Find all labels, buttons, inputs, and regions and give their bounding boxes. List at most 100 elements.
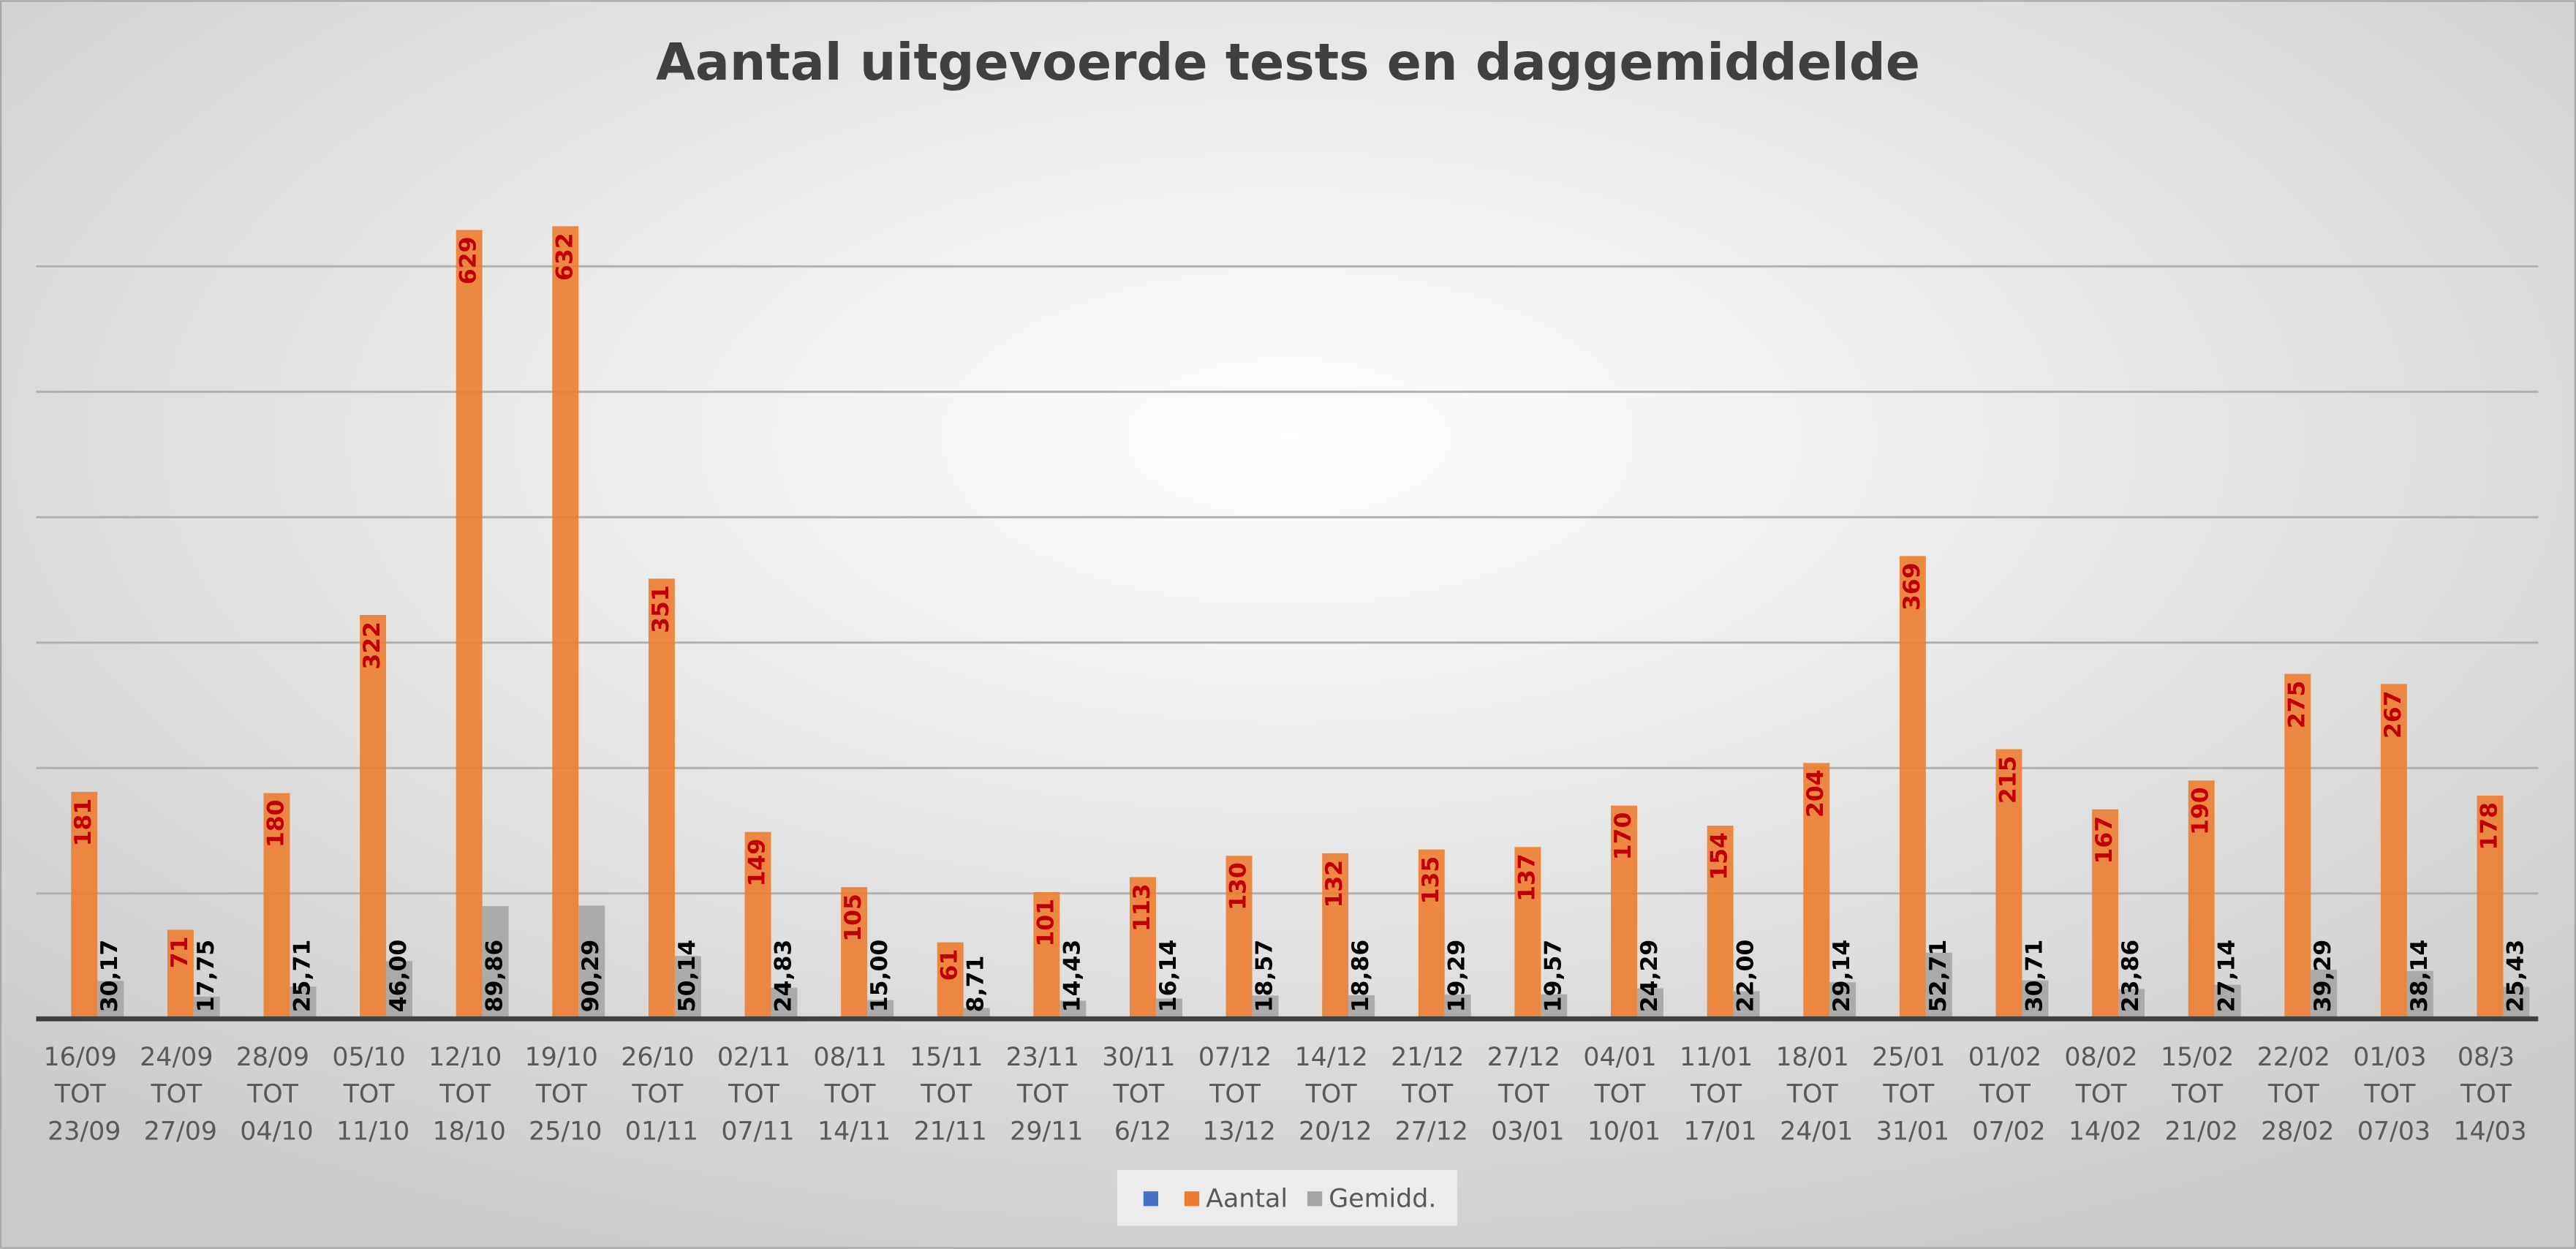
x-tick-label: 30/11 TOT 6/12 <box>1102 1043 1183 1146</box>
data-label: 18,57 <box>1252 940 1278 1012</box>
data-label: 25,71 <box>289 940 315 1012</box>
data-label: 632 <box>551 233 578 281</box>
data-label: 25,43 <box>2502 940 2528 1012</box>
x-tick-label: 07/12 TOT 13/12 <box>1198 1043 1280 1146</box>
data-label: 215 <box>1995 755 2021 804</box>
data-label: 71 <box>167 936 193 968</box>
x-tick-label: 28/09 TOT 04/10 <box>236 1043 317 1146</box>
bar <box>2188 780 2215 1019</box>
data-label: 16,14 <box>1155 940 1182 1012</box>
data-label: 30,71 <box>2021 940 2047 1012</box>
x-tick-label: 15/02 TOT 21/02 <box>2161 1043 2242 1146</box>
x-tick-label: 04/01 TOT 10/01 <box>1583 1043 1664 1146</box>
bar <box>1803 763 1830 1019</box>
data-label: 38,14 <box>2406 940 2433 1012</box>
bar <box>1995 749 2022 1019</box>
bar <box>167 929 194 1019</box>
bar <box>2092 809 2119 1019</box>
data-label: 61 <box>937 949 963 981</box>
data-label: 181 <box>70 799 97 847</box>
bar <box>648 578 675 1019</box>
data-label: 149 <box>744 839 771 887</box>
bar <box>1829 982 1857 1019</box>
x-tick-label: 24/09 TOT 27/09 <box>140 1043 221 1146</box>
bar <box>1611 805 1637 1019</box>
data-label: 629 <box>456 236 482 284</box>
bar <box>2022 980 2049 1019</box>
x-tick-label: 18/01 TOT 24/01 <box>1776 1043 1857 1146</box>
data-label: 322 <box>359 622 385 670</box>
bar <box>456 230 483 1019</box>
legend-marker <box>1184 1191 1200 1207</box>
data-label: 130 <box>1225 862 1252 910</box>
bar <box>867 1000 894 1019</box>
bar <box>2284 673 2311 1019</box>
x-tick-label: 12/10 TOT 18/10 <box>428 1043 510 1146</box>
bar <box>1322 853 1349 1019</box>
data-label: 105 <box>840 894 866 942</box>
bar <box>963 1008 990 1019</box>
bar <box>2311 969 2338 1019</box>
bar <box>1225 856 1253 1019</box>
bar <box>2214 984 2241 1019</box>
bar <box>360 615 387 1019</box>
x-tick-label: 08/02 TOT 14/02 <box>2064 1043 2145 1146</box>
data-label: 23,86 <box>2118 940 2144 1012</box>
bar <box>2406 970 2433 1019</box>
x-tick-label: 16/09 TOT 23/09 <box>44 1043 125 1146</box>
x-tick-label: 08/3 TOT 14/03 <box>2453 1043 2526 1146</box>
data-label: 89,86 <box>482 940 508 1012</box>
data-label: 19,29 <box>1444 940 1470 1012</box>
data-label: 178 <box>2477 802 2503 850</box>
bar <box>937 942 964 1019</box>
bar <box>1252 995 1279 1019</box>
data-label: 8,71 <box>963 956 989 1013</box>
x-tick-label: 01/03 TOT 07/03 <box>2353 1043 2434 1146</box>
x-tick-label: 14/12 TOT 20/12 <box>1294 1043 1375 1146</box>
x-tick-label: 08/11 TOT 14/11 <box>813 1043 894 1146</box>
data-label: 170 <box>1610 812 1636 861</box>
data-label: 154 <box>1707 832 1733 880</box>
bar <box>1899 556 1926 1019</box>
bar <box>71 791 98 1019</box>
bar <box>1707 826 1734 1019</box>
data-label: 39,29 <box>2310 940 2336 1012</box>
bar <box>2477 795 2504 1019</box>
data-label: 14,43 <box>1059 940 1085 1012</box>
bar <box>482 906 509 1019</box>
data-label: 369 <box>1899 562 1925 611</box>
bar <box>290 986 317 1019</box>
bar <box>674 956 701 1019</box>
data-label: 90,29 <box>578 940 604 1012</box>
data-label: 52,71 <box>1925 940 1952 1012</box>
data-label: 101 <box>1032 899 1059 947</box>
bar <box>1129 877 1156 1019</box>
data-label: 17,75 <box>193 940 219 1012</box>
x-tick-label: 22/02 TOT 28/02 <box>2257 1043 2338 1146</box>
bar <box>97 981 124 1019</box>
x-tick-label: 26/10 TOT 01/11 <box>621 1043 702 1146</box>
data-label: 275 <box>2284 681 2310 729</box>
bar <box>578 905 605 1019</box>
data-label: 267 <box>2380 690 2406 739</box>
data-label: 135 <box>1418 856 1444 905</box>
data-label: 46,00 <box>385 940 412 1012</box>
bar <box>1418 849 1445 1019</box>
data-label: 180 <box>262 800 289 848</box>
bar <box>2118 989 2145 1019</box>
bar <box>1925 952 1952 1019</box>
bar <box>771 987 798 1019</box>
data-label: 204 <box>1802 769 1829 818</box>
chart-title: Aantal uitgevoerde tests en daggemiddeld… <box>656 33 1920 92</box>
bar <box>386 961 412 1019</box>
legend-box <box>1117 1169 1457 1226</box>
bar <box>2380 684 2407 1019</box>
bar <box>2503 986 2530 1019</box>
x-tick-label: 23/11 TOT 29/11 <box>1006 1043 1087 1146</box>
bar <box>1155 998 1182 1019</box>
bar <box>1060 1000 1087 1019</box>
data-label: 24,29 <box>1636 940 1663 1012</box>
data-label: 22,00 <box>1733 940 1759 1012</box>
bar <box>1348 995 1375 1019</box>
data-label: 167 <box>2091 816 2118 864</box>
